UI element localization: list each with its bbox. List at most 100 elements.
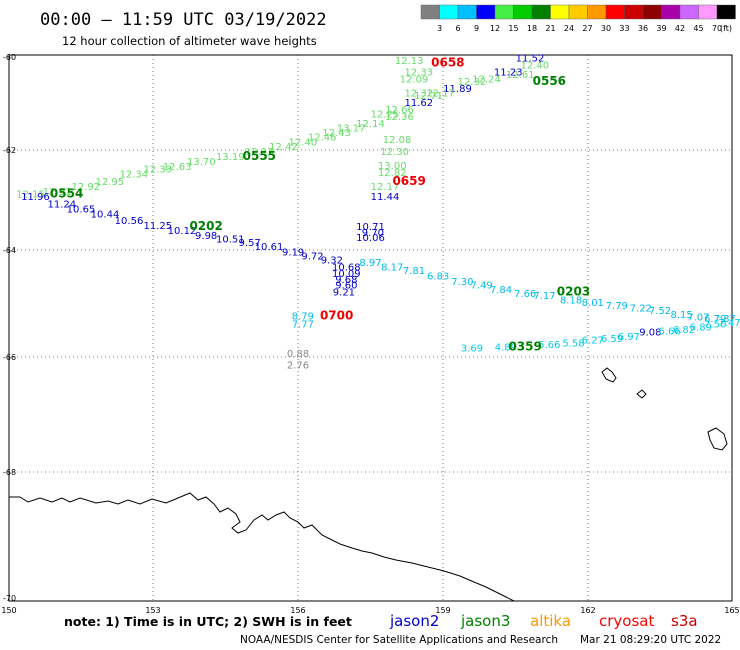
swh-value: 11.44 xyxy=(371,192,400,203)
swh-value: 7.22 xyxy=(630,304,652,315)
swh-value: 9.21 xyxy=(333,287,355,298)
swh-value: 12.82 xyxy=(378,168,407,179)
legend-swatch xyxy=(420,4,440,20)
legend-swatch xyxy=(513,4,533,20)
swh-value: 7.84 xyxy=(490,285,512,296)
pass-time-label: 0659 xyxy=(392,174,425,188)
longitude-label: 159 xyxy=(435,606,450,615)
legend-swatch xyxy=(679,4,699,20)
swh-value: 8.18 xyxy=(560,296,582,307)
longitude-label: 153 xyxy=(145,606,160,615)
legend-swatch xyxy=(716,4,736,20)
swh-value: 6.83 xyxy=(427,271,449,282)
legend-tick-label: 70 xyxy=(712,24,722,33)
swh-value: 13.17 xyxy=(337,123,366,134)
legend-swatch xyxy=(457,4,477,20)
satellite-cryosat: cryosat xyxy=(599,612,654,630)
legend-tick-label: 45 xyxy=(693,24,703,33)
swh-value: 12.15 xyxy=(16,190,45,201)
latitude-label: -64 xyxy=(3,246,16,255)
swh-value: 11.89 xyxy=(443,84,472,95)
swh-value: 6.82 xyxy=(673,325,695,336)
swh-value: 9.32 xyxy=(321,255,343,266)
swh-value: 10.61 xyxy=(255,242,284,253)
legend-tick-label: 33 xyxy=(619,24,629,33)
swh-value: 9.57 xyxy=(239,238,261,249)
swh-value: 10.56 xyxy=(115,216,144,227)
legend-tick-label: 27 xyxy=(582,24,592,33)
swh-value: 5.66 xyxy=(538,340,560,351)
pass-time-label: 0555 xyxy=(243,149,276,163)
swh-value: 7.07 xyxy=(687,313,709,324)
swh-value: 5.58 xyxy=(562,338,584,349)
pass-time-label: 0700 xyxy=(320,309,353,323)
legend-unit: (ft) xyxy=(720,24,732,33)
swh-value: 7.47 xyxy=(718,318,740,329)
swh-value: 9.72 xyxy=(301,252,323,263)
swh-value: 12.17 xyxy=(371,182,400,193)
swh-value: 12.17 xyxy=(426,89,455,100)
swh-value: 10.51 xyxy=(216,235,245,246)
swh-value: 12.32 xyxy=(458,77,487,88)
swh-value: 11.96 xyxy=(21,192,50,203)
swh-value: 6.79 xyxy=(704,314,726,325)
swh-value: 12.61 xyxy=(506,70,535,81)
swh-value: 6.27 xyxy=(582,336,604,347)
legend-swatch xyxy=(698,4,718,20)
legend-tick-label: 18 xyxy=(527,24,537,33)
swh-value: 12.14 xyxy=(356,119,385,130)
swh-value: 7.37 xyxy=(714,314,736,325)
legend-tick-label: 36 xyxy=(638,24,648,33)
swh-value: 9.98 xyxy=(195,231,217,242)
swh-value: 12.34 xyxy=(119,170,148,181)
satellite-s3a: s3a xyxy=(671,612,698,630)
pass-time-label: 0556 xyxy=(533,74,566,88)
swh-value: 12.63 xyxy=(163,162,192,173)
legend-tick-label: 42 xyxy=(675,24,685,33)
swh-value: 9.08 xyxy=(639,328,661,339)
swh-value: 10.09 xyxy=(332,269,361,280)
swh-value: 2.76 xyxy=(287,361,309,372)
swh-value: 10.12 xyxy=(168,226,197,237)
swh-value: 8.15 xyxy=(670,310,692,321)
swh-value: 6.66 xyxy=(658,327,680,338)
legend-tick-label: 30 xyxy=(601,24,611,33)
longitude-label: 165 xyxy=(724,606,739,615)
satellite-jason3: jason3 xyxy=(460,612,510,630)
swh-value: 7.77 xyxy=(292,320,314,331)
swh-value: 13.19 xyxy=(216,152,245,163)
legend-swatch xyxy=(661,4,681,20)
swh-value: 12.13 xyxy=(395,56,424,67)
swh-value: 12.30 xyxy=(380,147,409,158)
timestamp: Mar 21 08:29:20 UTC 2022 xyxy=(580,634,721,646)
balleny-islands xyxy=(601,367,728,451)
swh-value: 7.30 xyxy=(451,277,473,288)
legend-swatch xyxy=(531,4,551,20)
swh-value: 7.79 xyxy=(606,301,628,312)
footer-note: note: 1) Time is in UTC; 2) SWH is in fe… xyxy=(64,614,352,629)
swh-value: 11.52 xyxy=(516,54,545,65)
pass-time-labels: 0658 0556 0555 0659 0554 0202 0203 0700 0359 xyxy=(50,55,590,353)
swh-value: 8.17 xyxy=(381,262,403,273)
swh-value: 12.91 xyxy=(43,187,72,198)
legend-swatch xyxy=(476,4,496,20)
swh-value: 12.32 xyxy=(405,89,434,100)
latitude-label: -68 xyxy=(3,468,16,477)
swh-value: 12.25 xyxy=(371,109,400,120)
swh-value: 12.36 xyxy=(385,112,414,123)
swh-value: 8.97 xyxy=(359,258,381,269)
swh-value: 3.69 xyxy=(461,344,483,355)
longitude-label: 162 xyxy=(580,606,595,615)
pass-time-label: 0202 xyxy=(189,219,222,233)
swh-value: 10.71 xyxy=(356,222,385,233)
swh-value: 12.08 xyxy=(383,135,412,146)
swh-value: 0.88 xyxy=(287,349,309,360)
legend-tick-label: 39 xyxy=(656,24,666,33)
pass-time-label: 0554 xyxy=(50,187,83,201)
swh-value: 7.49 xyxy=(471,281,493,292)
longitude-label: 156 xyxy=(290,606,305,615)
swh-value: 8.01 xyxy=(582,298,604,309)
swh-value: 12.46 xyxy=(308,133,337,144)
swh-value: 12.92 xyxy=(71,182,100,193)
